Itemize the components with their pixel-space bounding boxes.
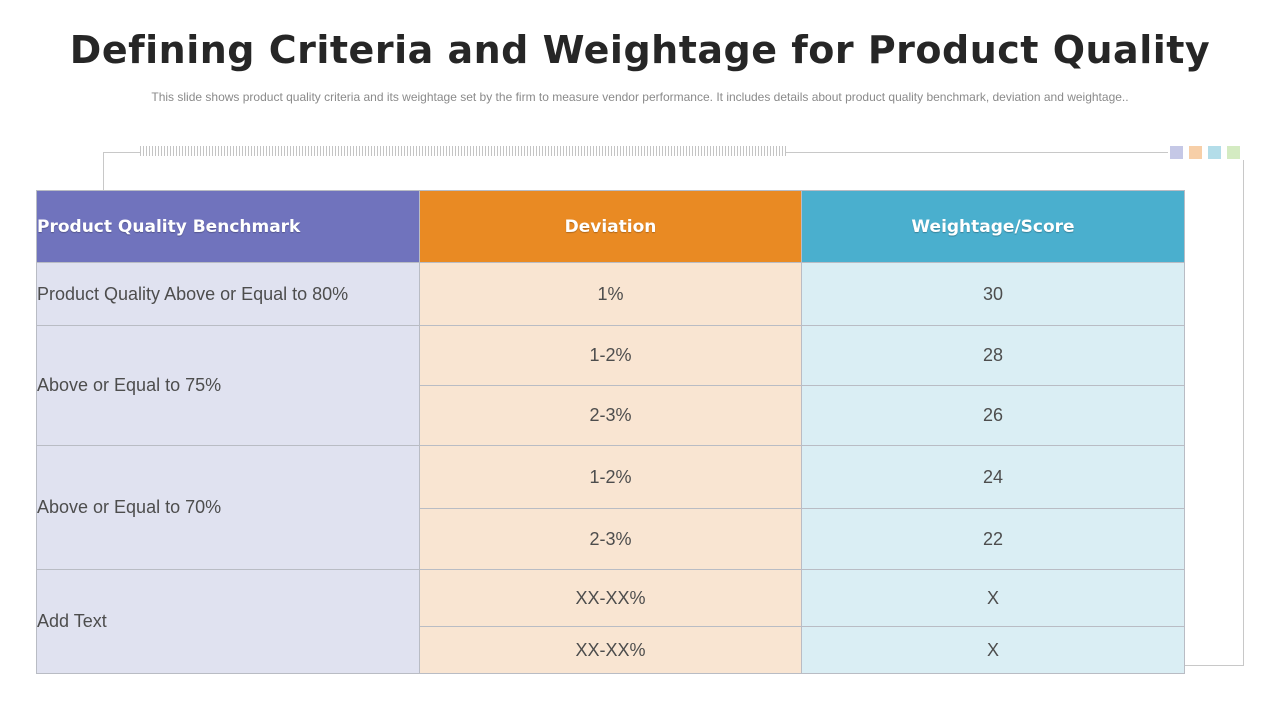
table-row: 2-3% 26: [37, 385, 1185, 446]
benchmark-cell: Above or Equal to 75%: [36, 325, 420, 446]
table-header-row: Product Quality Benchmark Deviation Weig…: [36, 190, 1185, 263]
frame-line: [103, 152, 104, 190]
header-deviation: Deviation: [419, 190, 802, 263]
score-cell: 22: [801, 508, 1185, 570]
score-cell: 30: [801, 262, 1185, 326]
deviation-cell: 1-2%: [419, 325, 802, 386]
hatch-decoration: [140, 146, 786, 156]
decor-square: [1208, 146, 1221, 159]
benchmark-cell: Add Text: [36, 569, 420, 674]
deviation-cell: 1-2%: [419, 445, 802, 509]
deviation-cell: 1%: [419, 262, 802, 326]
table-row: Product Quality Above or Equal to 80% 1%…: [36, 262, 1185, 326]
deviation-cell: XX-XX%: [419, 626, 802, 674]
deviation-cell: 2-3%: [419, 508, 802, 570]
header-benchmark: Product Quality Benchmark: [36, 190, 420, 263]
deviation-cell: XX-XX%: [419, 569, 802, 627]
header-weightage: Weightage/Score: [801, 190, 1185, 263]
score-cell: 26: [801, 385, 1185, 446]
table-row: Above or Equal to 70% 1-2% 24: [36, 445, 1185, 570]
decor-square: [1189, 146, 1202, 159]
table-row: Add Text XX-XX% X: [36, 569, 1185, 674]
slide-title: Defining Criteria and Weightage for Prod…: [69, 28, 1211, 72]
score-cell: 28: [801, 325, 1185, 386]
frame-line: [1183, 665, 1244, 666]
decor-square: [1227, 146, 1240, 159]
frame-line: [1243, 160, 1244, 666]
frame-line: [103, 152, 140, 153]
decor-square: [1170, 146, 1183, 159]
benchmark-cell: Product Quality Above or Equal to 80%: [36, 262, 420, 326]
score-cell: X: [801, 626, 1185, 674]
slide-subtitle: This slide shows product quality criteri…: [151, 90, 1129, 104]
score-cell: X: [801, 569, 1185, 627]
benchmark-cell: Above or Equal to 70%: [36, 445, 420, 570]
table-row: XX-XX% X: [37, 626, 1185, 674]
score-cell: 24: [801, 445, 1185, 509]
frame-line: [786, 152, 1168, 153]
quality-criteria-table: Product Quality Benchmark Deviation Weig…: [36, 190, 1185, 674]
table-row: Above or Equal to 75% 1-2% 28: [36, 325, 1185, 446]
deviation-cell: 2-3%: [419, 385, 802, 446]
table-row: 2-3% 22: [37, 508, 1185, 570]
